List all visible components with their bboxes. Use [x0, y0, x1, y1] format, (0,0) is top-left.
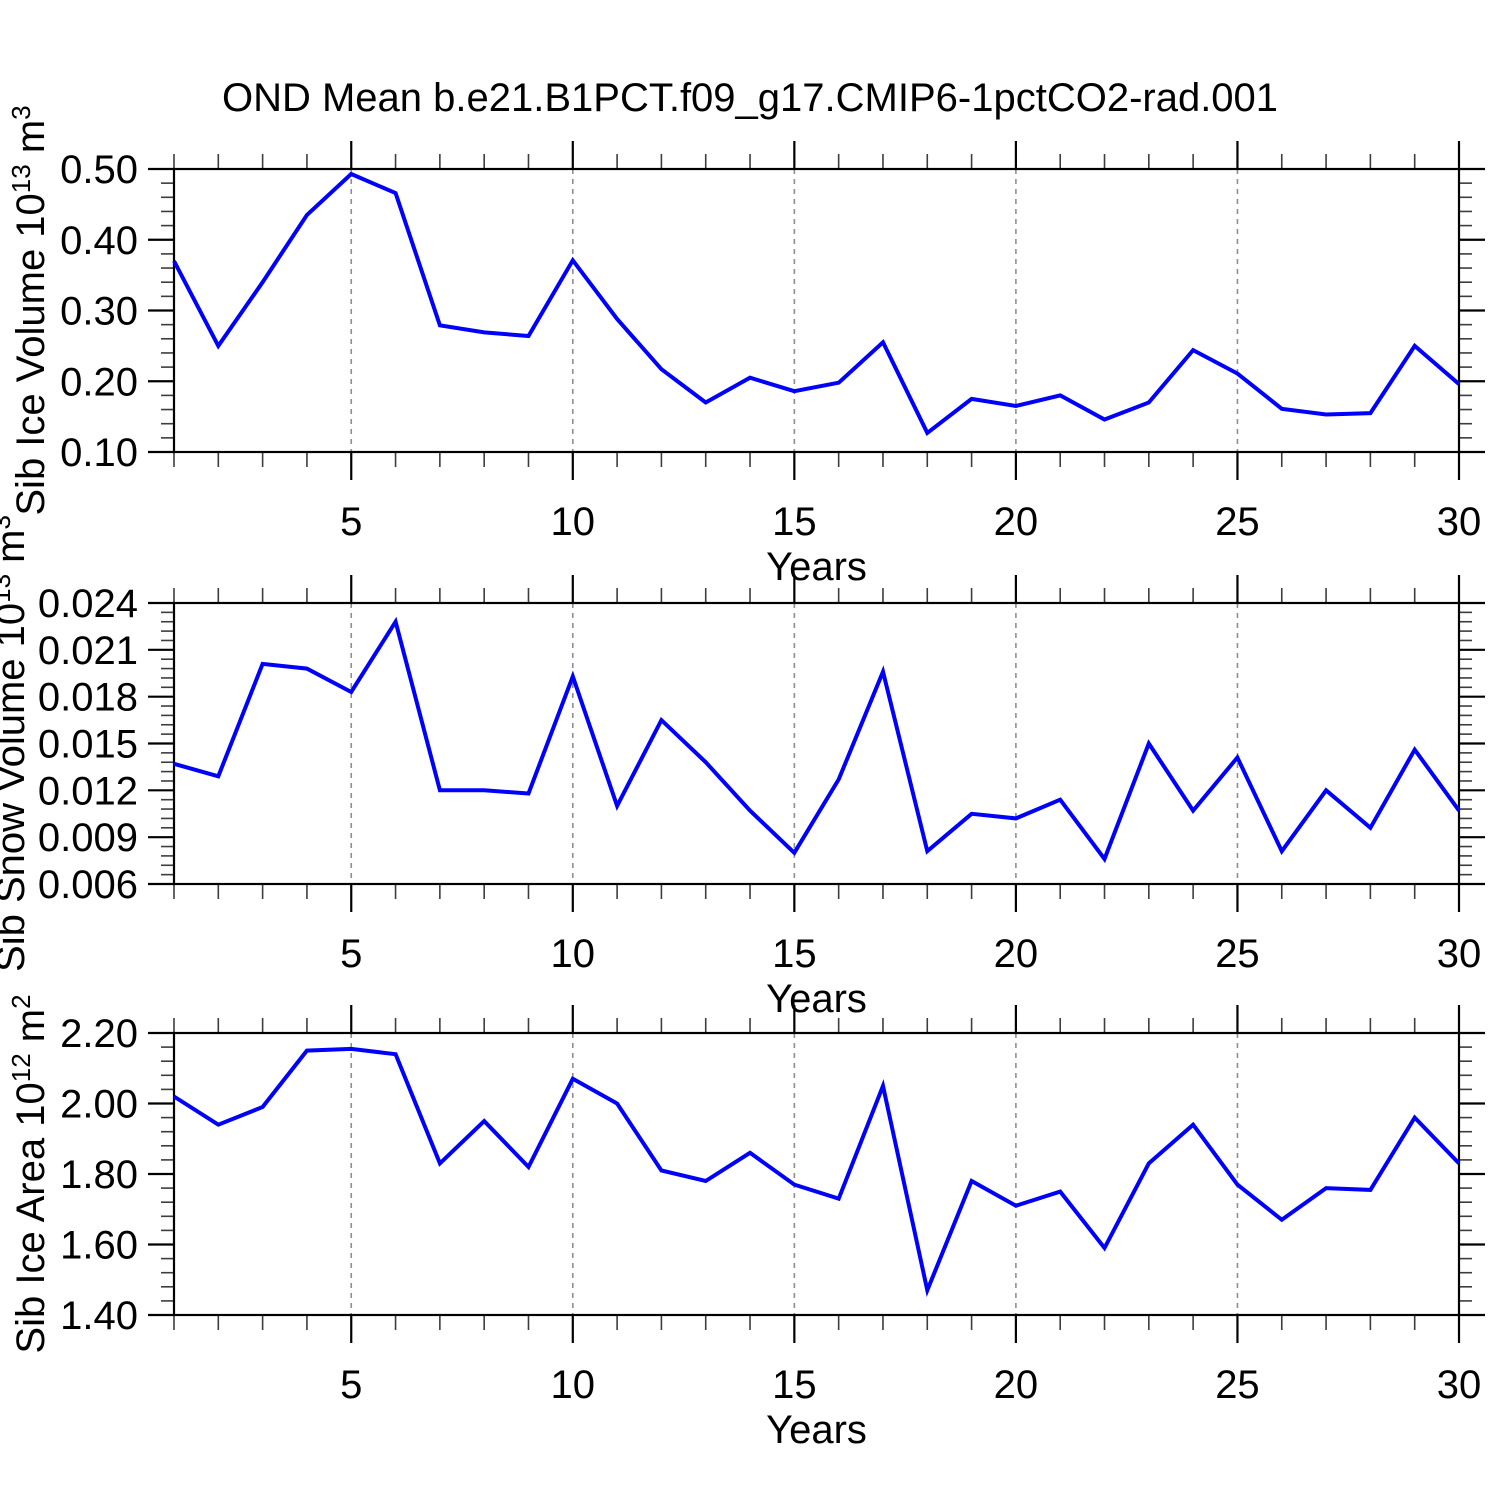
ticks-sib-ice-volume — [148, 141, 1485, 480]
ytick-label: 0.30 — [60, 290, 138, 334]
ytick-label: 0.024 — [38, 582, 138, 626]
plot-frame — [172, 601, 1461, 886]
xtick-label: 20 — [994, 1363, 1039, 1407]
series-line-sib-ice-volume — [172, 171, 1461, 436]
xtick-label: 15 — [772, 500, 817, 544]
yaxis-label-sib-ice-volume: Sib Ice Volume 1013 m3 — [6, 105, 53, 515]
panel-sib-ice-area: 1.40 1.60 1.80 2.00 2.20 5 10 15 20 25 30 Years Sib … — [6, 994, 1485, 1452]
xtick-label: 30 — [1437, 1363, 1482, 1407]
ytick-label: 2.20 — [60, 1012, 138, 1056]
ytick-label: 0.015 — [38, 723, 138, 767]
ytick-label: 0.012 — [38, 769, 138, 813]
xtick-label: 25 — [1215, 500, 1260, 544]
ytick-label: 0.018 — [38, 676, 138, 720]
yaxis-label-sib-ice-area: Sib Ice Area 1012 m2 — [6, 994, 53, 1353]
xtick-label: 10 — [551, 500, 596, 544]
ytick-label: 0.006 — [38, 863, 138, 907]
series-line-sib-ice-area — [172, 1046, 1461, 1298]
ytick-label: 0.009 — [38, 816, 138, 860]
xtick-label: 10 — [551, 932, 596, 976]
panel-sib-ice-volume: 0.10 0.20 0.30 0.40 0.50 5 10 15 20 25 30 Years Sib … — [6, 105, 1485, 589]
ytick-label: 2.00 — [60, 1083, 138, 1127]
xtick-label: 20 — [994, 500, 1039, 544]
xtick-label: 25 — [1215, 932, 1260, 976]
ytick-label: 0.10 — [60, 431, 138, 475]
xtick-label: 5 — [340, 932, 362, 976]
xtick-label: 10 — [551, 1363, 596, 1407]
ticks-sib-ice-area — [148, 1005, 1485, 1343]
xtick-label: 15 — [772, 1363, 817, 1407]
ytick-label: 0.021 — [38, 629, 138, 673]
xtick-label: 20 — [994, 932, 1039, 976]
series-line-sib-snow-volume — [173, 616, 1461, 864]
plot-frame — [172, 167, 1461, 454]
xtick-label: 25 — [1215, 1363, 1260, 1407]
plot-frame — [172, 1031, 1461, 1317]
xtick-label: 15 — [772, 932, 817, 976]
xaxis-label-sib-snow-volume: Years — [766, 977, 867, 1021]
xtick-label: 5 — [340, 500, 362, 544]
ytick-label: 0.20 — [60, 360, 138, 404]
xtick-label: 30 — [1437, 932, 1482, 976]
xtick-label: 5 — [340, 1363, 362, 1407]
ytick-label: 1.40 — [60, 1294, 138, 1338]
chart-title: OND Mean b.e21.B1PCT.f09_g17.CMIP6-1pctC… — [221, 76, 1279, 120]
ytick-label: 0.50 — [60, 148, 138, 192]
ytick-label: 0.40 — [60, 219, 138, 263]
ytick-label: 1.80 — [60, 1153, 138, 1197]
xtick-label: 30 — [1437, 500, 1482, 544]
yaxis-label-sib-snow-volume: Sib Snow Volume 1013 m3 — [0, 515, 33, 972]
ticks-sib-snow-volume — [148, 575, 1485, 912]
xaxis-label-sib-ice-area: Years — [766, 1408, 867, 1452]
ytick-label: 1.60 — [60, 1224, 138, 1268]
xaxis-label-sib-ice-volume: Years — [766, 545, 867, 589]
